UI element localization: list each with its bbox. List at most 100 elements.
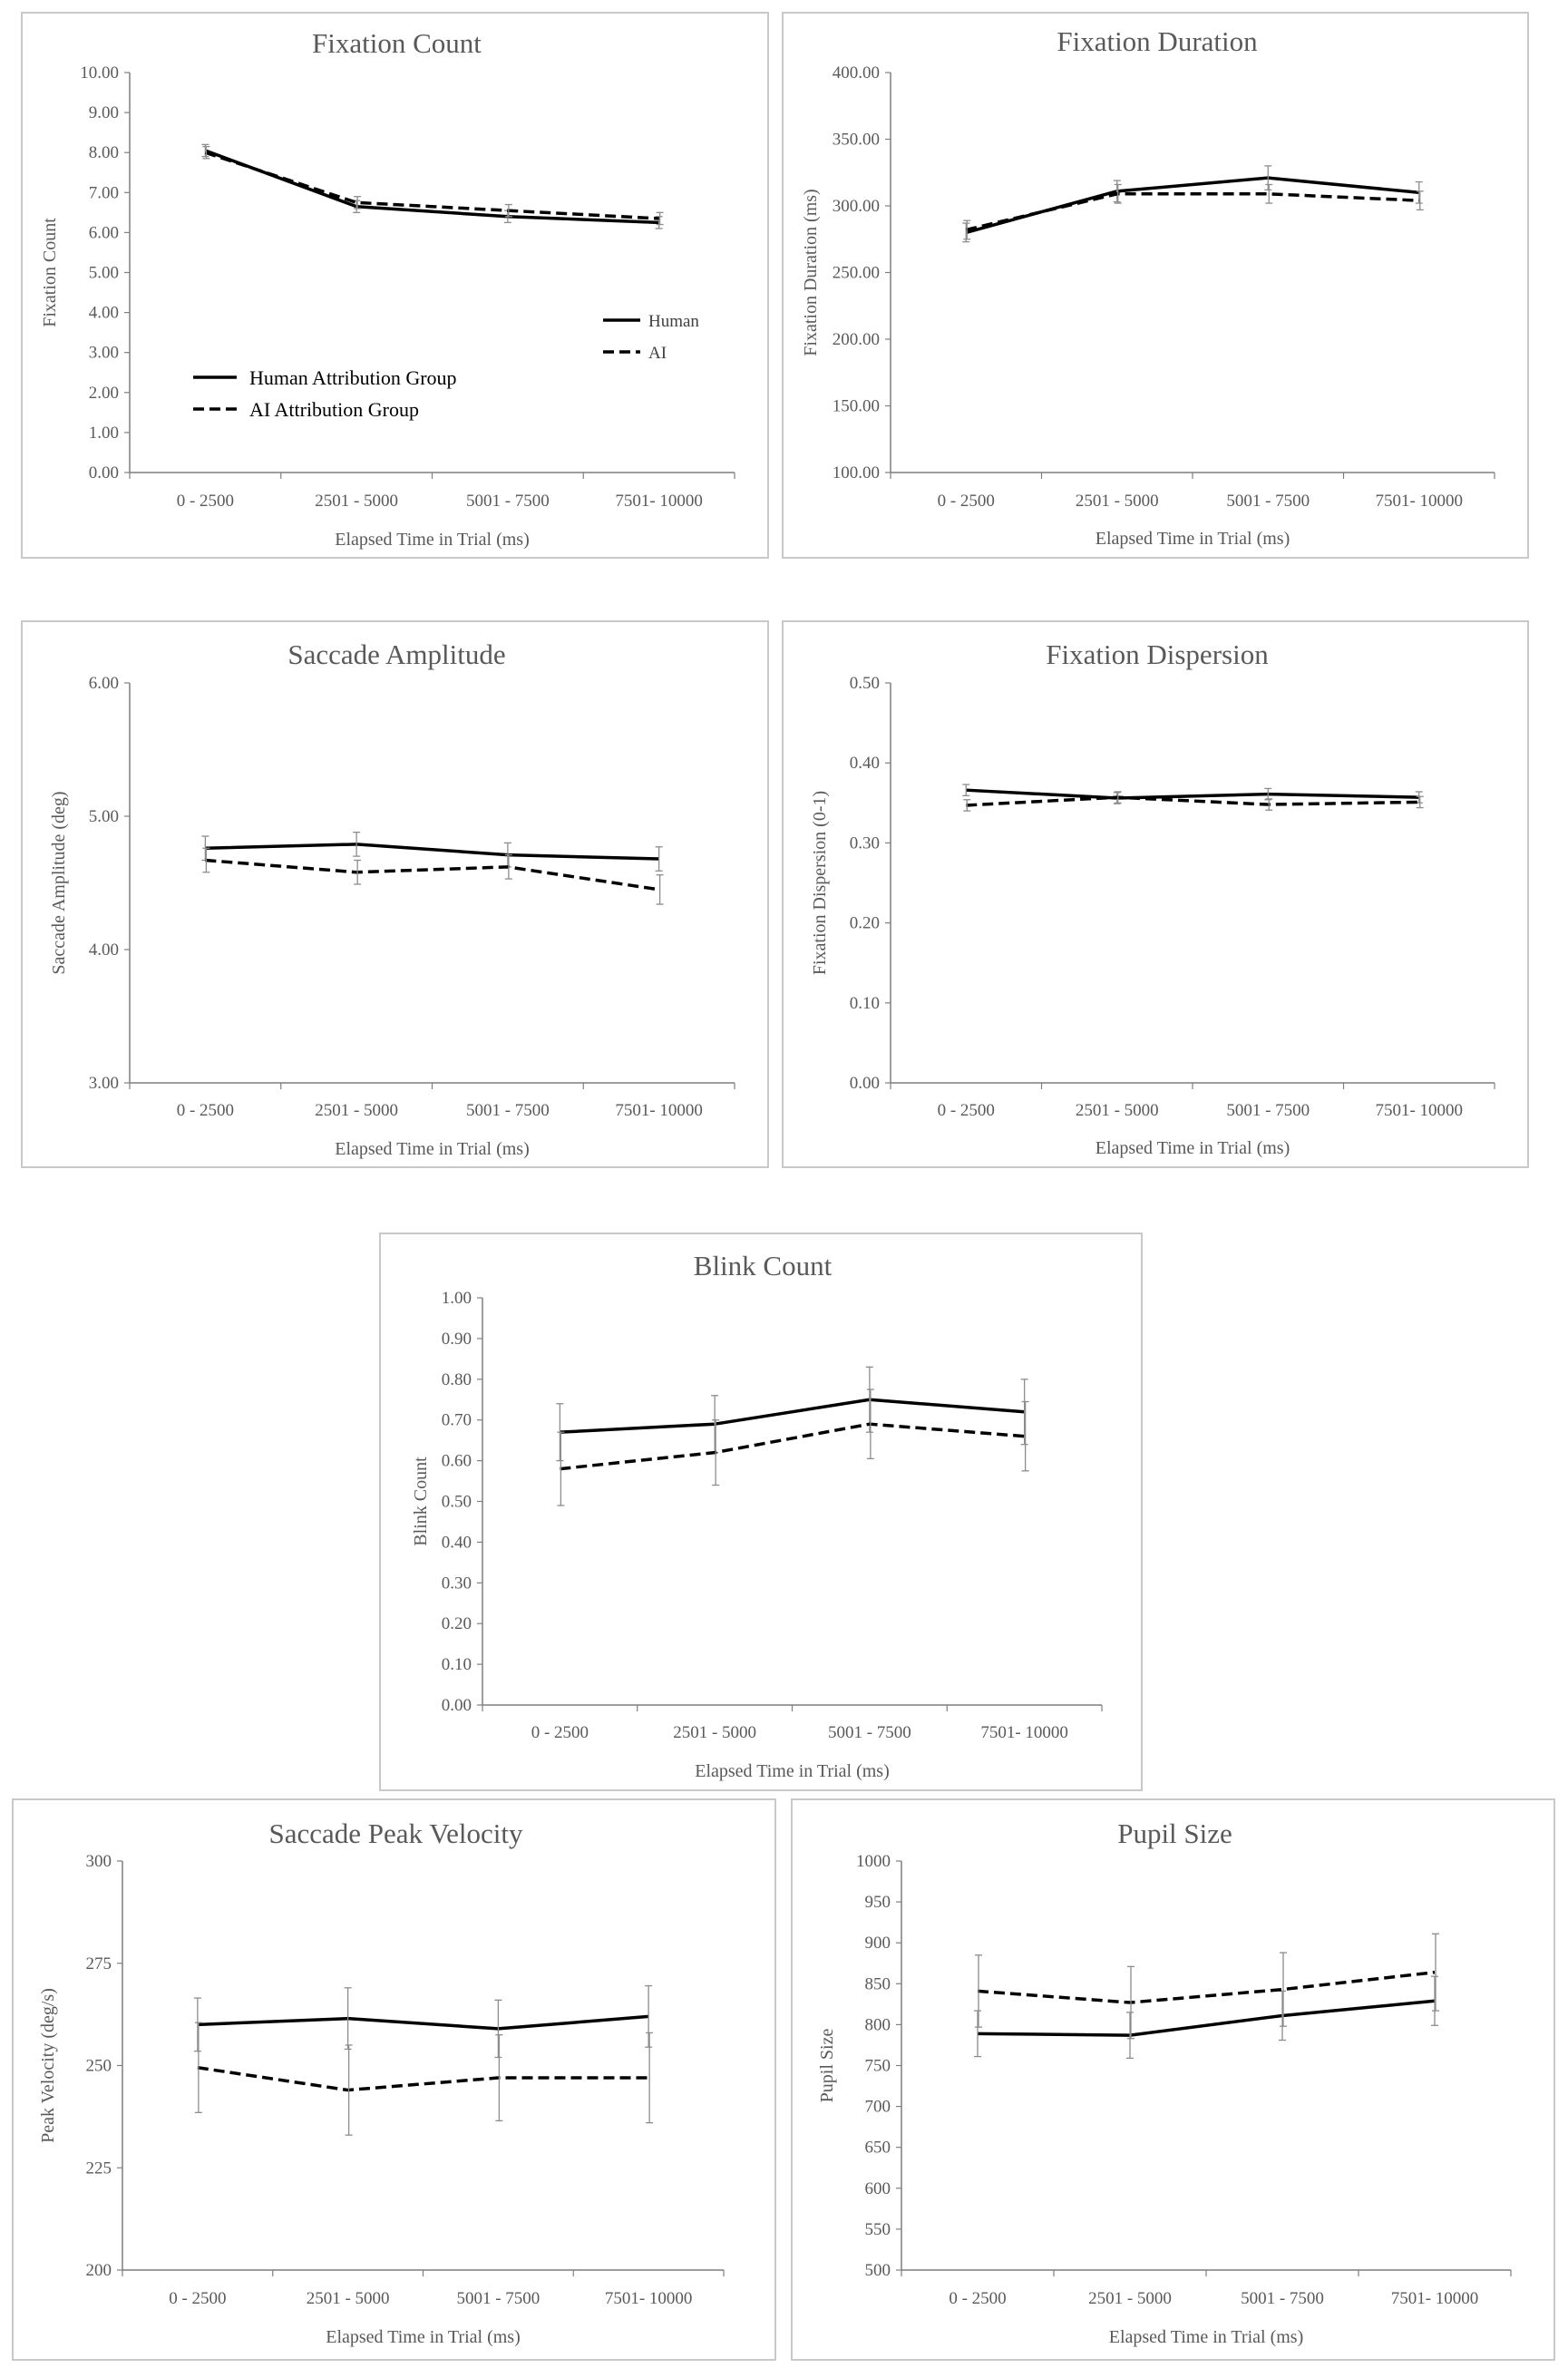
y-tick-label: 10.00 <box>80 63 119 83</box>
y-tick-label: 950 <box>865 1893 891 1912</box>
series-line-ai <box>197 2066 649 2092</box>
series-line-human <box>966 788 1419 800</box>
y-tick-label: 300 <box>86 1852 112 1871</box>
y-tick-label: 5.00 <box>89 264 119 283</box>
y-axis-label: Peak Velocity (deg/s) <box>38 1988 58 2143</box>
x-tick-label: 0 - 2500 <box>938 1101 995 1120</box>
series-line-ai <box>966 795 1419 807</box>
chart-svg: Saccade Peak Velocity 200 225 250 275 300 0 - … <box>38 1817 725 2347</box>
y-axis-label: Pupil Size <box>817 2029 837 2103</box>
fixation-count-chart: Fixation Count 0.00 1.00 2.00 3.00 4.00 5.00 6.… <box>21 12 769 559</box>
series-line-ai <box>977 1970 1436 2004</box>
y-axis-label: Fixation Count <box>40 218 60 327</box>
x-tick-label: 7501- 10000 <box>1391 2289 1479 2308</box>
x-tick-label: 7501- 10000 <box>605 2289 693 2308</box>
y-tick-label: 0.90 <box>442 1330 472 1349</box>
series-line-ai <box>204 151 659 220</box>
y-tick-label: 1000 <box>856 1852 891 1871</box>
series-line-ai <box>205 858 659 892</box>
x-tick-label: 2501 - 5000 <box>315 1101 398 1120</box>
series-line-human <box>977 1999 1436 2037</box>
legend-label-ai: AI <box>648 344 667 363</box>
y-tick-label: 6.00 <box>89 674 119 693</box>
y-tick-label: 0.10 <box>850 994 880 1013</box>
x-tick-label: 2501 - 5000 <box>315 492 398 511</box>
saccade-peak-velocity-chart: Saccade Peak Velocity 200 225 250 275 300 0 - … <box>12 1798 776 2361</box>
y-tick-label: 0.20 <box>442 1614 472 1633</box>
y-tick-label: 4.00 <box>89 304 119 323</box>
y-tick-label: 0.20 <box>850 914 880 933</box>
y-tick-label: 0.00 <box>89 463 119 482</box>
series-line-human <box>560 1398 1025 1434</box>
chart-title: Saccade Peak Velocity <box>268 1817 523 1849</box>
chart-title: Fixation Duration <box>1057 25 1258 57</box>
y-tick-label: 0.40 <box>850 754 880 773</box>
saccade-amplitude-chart: Saccade Amplitude 3.00 4.00 5.00 6.00 0 - 250… <box>21 620 769 1168</box>
x-tick-label: 5001 - 7500 <box>1226 492 1310 511</box>
x-tick-label: 5001 - 7500 <box>456 2289 540 2308</box>
y-tick-label: 0.50 <box>850 674 880 693</box>
chart-svg: Saccade Amplitude 3.00 4.00 5.00 6.00 0 - 250… <box>49 638 735 1159</box>
chart-svg: Pupil Size 500 550 600 650 700 750 800 850 900 950… <box>817 1817 1512 2347</box>
x-tick-label: 0 - 2500 <box>531 1723 589 1742</box>
x-tick-label: 7501- 10000 <box>980 1723 1068 1742</box>
x-tick-label: 0 - 2500 <box>938 492 995 511</box>
chart-svg: Blink Count 0.00 0.10 0.20 0.30 0.40 0.50 0.60 0… <box>411 1250 1103 1781</box>
y-tick-label: 1.00 <box>442 1289 472 1308</box>
x-axis-label: Elapsed Time in Trial (ms) <box>1096 1138 1290 1158</box>
chart-title: Fixation Count <box>312 27 482 59</box>
x-tick-label: 5001 - 7500 <box>466 1101 550 1120</box>
x-tick-label: 7501- 10000 <box>615 1101 703 1120</box>
y-tick-label: 0.60 <box>442 1452 472 1471</box>
y-tick-label: 0.30 <box>850 833 880 853</box>
y-tick-label: 7.00 <box>89 183 119 202</box>
x-tick-label: 5001 - 7500 <box>466 492 550 511</box>
y-tick-label: 2.00 <box>89 384 119 403</box>
y-tick-label: 0.00 <box>442 1696 472 1715</box>
chart-title: Saccade Amplitude <box>287 638 505 670</box>
x-tick-label: 5001 - 7500 <box>1241 2289 1324 2308</box>
x-tick-label: 7501- 10000 <box>1375 492 1463 511</box>
legend-label-human-group: Human Attribution Group <box>249 366 457 389</box>
chart-svg: Fixation Count 0.00 1.00 2.00 3.00 4.00 5.00 6.… <box>40 27 735 550</box>
legend-label-ai-group: AI Attribution Group <box>249 398 419 421</box>
y-tick-label: 0.70 <box>442 1411 472 1430</box>
x-tick-label: 2501 - 5000 <box>307 2289 390 2308</box>
pupil-size-chart: Pupil Size 500 550 600 650 700 750 800 850 900 950… <box>791 1798 1555 2361</box>
series-line-ai <box>965 192 1419 232</box>
y-tick-label: 550 <box>865 2220 891 2239</box>
y-tick-label: 250 <box>86 2057 112 2076</box>
fixation-dispersion-chart: Fixation Dispersion 0.00 0.10 0.20 0.30 0.40 0… <box>782 620 1529 1168</box>
y-tick-label: 650 <box>865 2139 891 2158</box>
y-axis-label: Fixation Duration (ms) <box>801 189 821 356</box>
x-tick-label: 2501 - 5000 <box>1076 1101 1159 1120</box>
y-tick-label: 8.00 <box>89 143 119 162</box>
y-tick-label: 800 <box>865 2015 891 2034</box>
chart-title: Blink Count <box>694 1250 833 1281</box>
x-axis-label: Elapsed Time in Trial (ms) <box>335 530 529 550</box>
chart-svg: Fixation Duration 100.00 150.00 200.00 250.0… <box>801 25 1495 549</box>
y-tick-label: 275 <box>86 1954 112 1973</box>
y-tick-label: 3.00 <box>89 344 119 363</box>
blink-count-chart: Blink Count 0.00 0.10 0.20 0.30 0.40 0.50 0.60 0… <box>379 1233 1143 1791</box>
y-tick-label: 6.00 <box>89 223 119 242</box>
y-tick-label: 500 <box>865 2261 891 2280</box>
series-line-human <box>204 149 659 225</box>
fixation-duration-chart: Fixation Duration 100.00 150.00 200.00 250.0… <box>782 12 1529 559</box>
y-tick-label: 400.00 <box>833 63 880 83</box>
x-tick-label: 5001 - 7500 <box>1226 1101 1310 1120</box>
x-axis-label: Elapsed Time in Trial (ms) <box>326 2327 520 2347</box>
y-tick-label: 1.00 <box>89 424 119 443</box>
y-tick-label: 250.00 <box>833 264 880 283</box>
y-tick-label: 750 <box>865 2057 891 2076</box>
x-tick-label: 0 - 2500 <box>949 2289 1006 2308</box>
y-tick-label: 0.10 <box>442 1655 472 1674</box>
y-tick-label: 3.00 <box>89 1074 119 1093</box>
y-tick-label: 5.00 <box>89 807 119 826</box>
x-axis-label: Elapsed Time in Trial (ms) <box>695 1761 889 1781</box>
y-tick-label: 225 <box>86 2158 112 2178</box>
legend-label-human: Human <box>648 312 699 331</box>
y-tick-label: 300.00 <box>833 197 880 216</box>
y-tick-label: 0.40 <box>442 1533 472 1552</box>
x-axis-label: Elapsed Time in Trial (ms) <box>1096 529 1290 549</box>
